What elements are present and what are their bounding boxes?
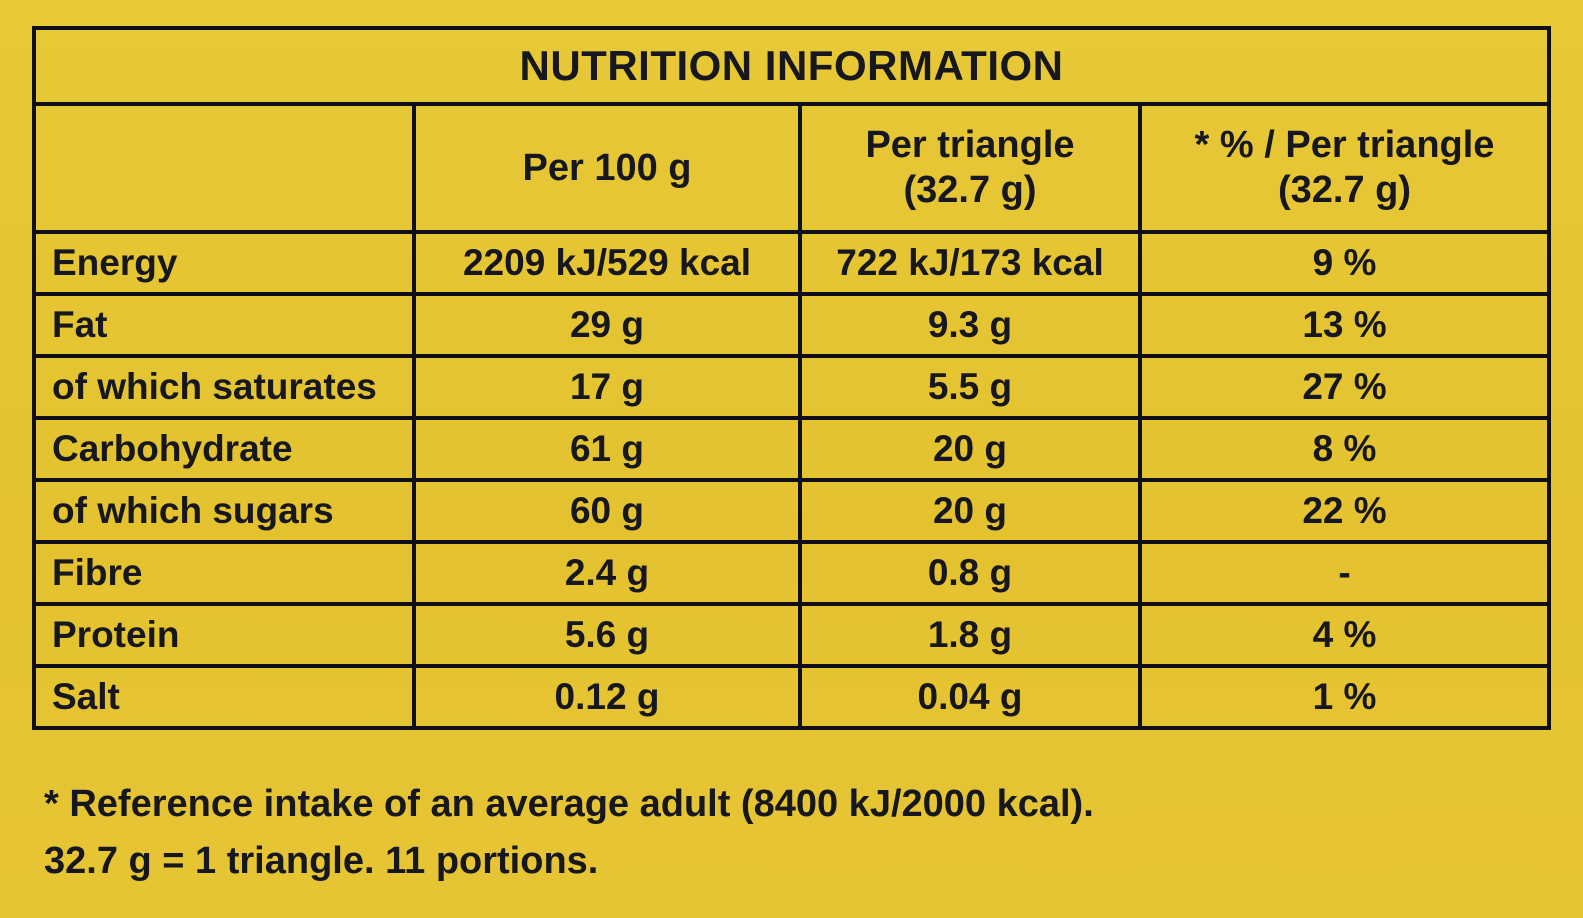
value-per-triangle: 20 g	[798, 416, 1142, 482]
header-line: * % / Per triangle	[1194, 124, 1495, 167]
row-label: Carbohydrate	[32, 416, 416, 482]
table-row-protein: Protein 5.6 g 1.8 g 4 %	[32, 602, 1551, 668]
value-percent: 13 %	[1138, 292, 1551, 358]
footnotes: * Reference intake of an average adult (…	[32, 776, 1549, 890]
value-per-100g: 2.4 g	[412, 540, 802, 606]
table-title: NUTRITION INFORMATION	[32, 26, 1551, 106]
row-label: Salt	[32, 664, 416, 730]
value-percent: 27 %	[1138, 354, 1551, 420]
header-row: Per 100 g Per triangle (32.7 g) * % / Pe…	[32, 102, 1551, 234]
table-row-saturates: of which saturates 17 g 5.5 g 27 %	[32, 354, 1551, 420]
nutrition-table: NUTRITION INFORMATION Per 100 g Per tria…	[32, 26, 1551, 730]
row-label: of which saturates	[32, 354, 416, 420]
table-row-fibre: Fibre 2.4 g 0.8 g -	[32, 540, 1551, 606]
header-per-100g: Per 100 g	[412, 102, 802, 234]
value-per-triangle: 1.8 g	[798, 602, 1142, 668]
value-per-100g: 60 g	[412, 478, 802, 544]
footnote-reference-intake: * Reference intake of an average adult (…	[44, 783, 1094, 825]
value-per-triangle: 722 kJ/173 kcal	[798, 230, 1142, 296]
value-per-triangle: 20 g	[798, 478, 1142, 544]
header-per-triangle: Per triangle (32.7 g)	[798, 102, 1142, 234]
value-per-triangle: 0.04 g	[798, 664, 1142, 730]
value-per-100g: 5.6 g	[412, 602, 802, 668]
value-percent: 9 %	[1138, 230, 1551, 296]
value-per-100g: 29 g	[412, 292, 802, 358]
table-row-salt: Salt 0.12 g 0.04 g 1 %	[32, 664, 1551, 730]
header-line: Per 100 g	[522, 146, 692, 189]
value-per-100g: 2209 kJ/529 kcal	[412, 230, 802, 296]
table-row-sugars: of which sugars 60 g 20 g 22 %	[32, 478, 1551, 544]
value-per-triangle: 0.8 g	[798, 540, 1142, 606]
table-row-energy: Energy 2209 kJ/529 kcal 722 kJ/173 kcal …	[32, 230, 1551, 296]
footnote-portions: 32.7 g = 1 triangle. 11 portions.	[44, 840, 599, 882]
table-row-fat: Fat 29 g 9.3 g 13 %	[32, 292, 1551, 358]
table-row-carbohydrate: Carbohydrate 61 g 20 g 8 %	[32, 416, 1551, 482]
value-per-100g: 17 g	[412, 354, 802, 420]
row-label: Protein	[32, 602, 416, 668]
row-label: Fat	[32, 292, 416, 358]
value-per-100g: 0.12 g	[412, 664, 802, 730]
value-percent: 4 %	[1138, 602, 1551, 668]
value-percent: 1 %	[1138, 664, 1551, 730]
header-percent-per-triangle: * % / Per triangle (32.7 g)	[1138, 102, 1551, 234]
value-percent: 8 %	[1138, 416, 1551, 482]
value-percent: -	[1138, 540, 1551, 606]
header-line: (32.7 g)	[903, 169, 1037, 211]
value-per-100g: 61 g	[412, 416, 802, 482]
row-label: Energy	[32, 230, 416, 296]
row-label: of which sugars	[32, 478, 416, 544]
row-label: Fibre	[32, 540, 416, 606]
value-per-triangle: 5.5 g	[798, 354, 1142, 420]
value-per-triangle: 9.3 g	[798, 292, 1142, 358]
header-line: (32.7 g)	[1277, 169, 1412, 211]
header-blank	[32, 102, 416, 234]
header-line: Per triangle	[865, 124, 1075, 167]
value-percent: 22 %	[1138, 478, 1551, 544]
title-row: NUTRITION INFORMATION	[32, 26, 1551, 106]
